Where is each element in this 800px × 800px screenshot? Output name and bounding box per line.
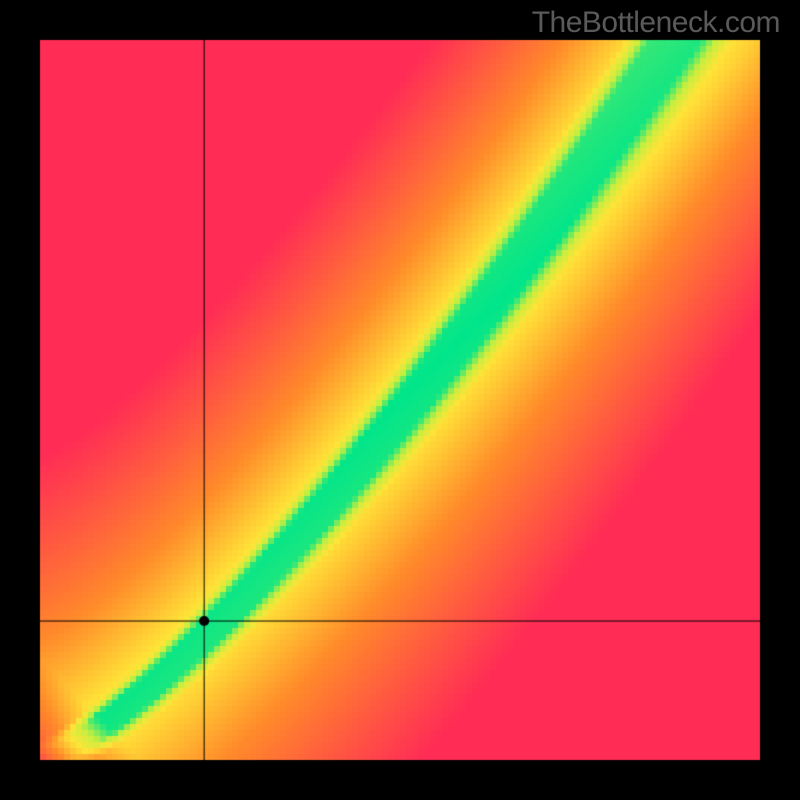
chart-container: TheBottleneck.com: [0, 0, 800, 800]
watermark-text: TheBottleneck.com: [532, 6, 780, 40]
bottleneck-heatmap: [0, 0, 800, 800]
